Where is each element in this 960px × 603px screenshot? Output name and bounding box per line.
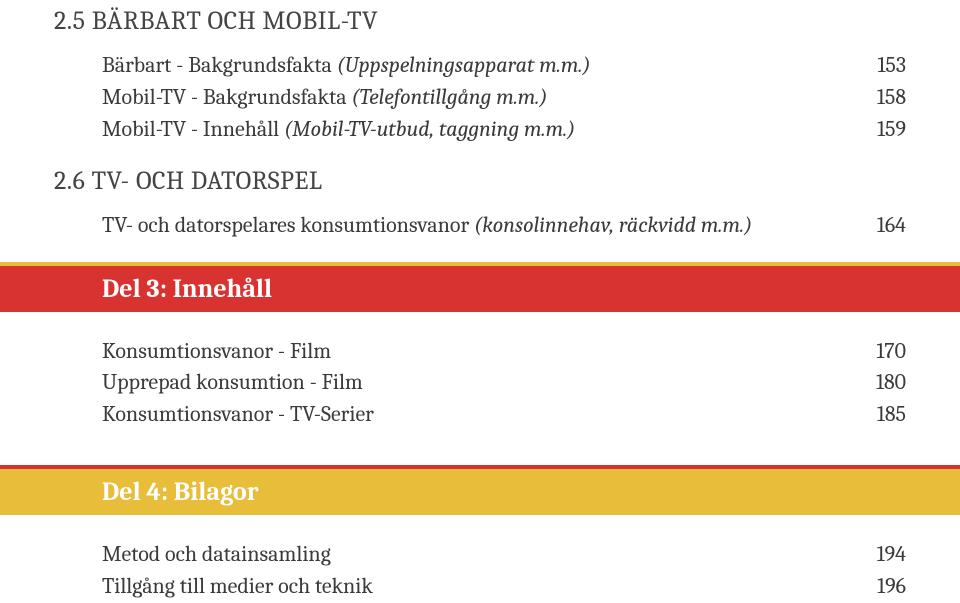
toc-label-main: Mobil-TV - Innehåll bbox=[102, 116, 284, 142]
toc-row: Tillgång till medier och teknik 196 bbox=[102, 571, 906, 603]
toc-label: TV- och datorspelares konsumtionsvanor (… bbox=[102, 210, 822, 242]
toc-row: Mobil-TV - Innehåll (Mobil-TV-utbud, tag… bbox=[102, 114, 906, 146]
spacer bbox=[54, 451, 906, 457]
toc-label: Upprepad konsumtion - Film bbox=[102, 367, 822, 399]
toc-row: Konsumtionsvanor - TV-Serier 185 bbox=[102, 399, 906, 431]
toc-label-main: Konsumtionsvanor - Film bbox=[102, 338, 331, 364]
toc-label-main: Mobil-TV - Bakgrundsfakta bbox=[102, 84, 351, 110]
toc-page-number: 170 bbox=[822, 336, 906, 368]
toc-page-number: 164 bbox=[822, 210, 906, 242]
toc-page-number: 180 bbox=[822, 367, 906, 399]
toc-row: Bärbart - Bakgrundsfakta (Uppspelningsap… bbox=[102, 50, 906, 82]
toc-label-main: Tillgång till medier och teknik bbox=[102, 573, 373, 599]
toc-label-main: TV- och datorspelares konsumtionsvanor bbox=[102, 212, 474, 238]
toc-label-main: Upprepad konsumtion - Film bbox=[102, 369, 363, 395]
toc-row: Mobil-TV - Bakgrundsfakta (Telefontillgå… bbox=[102, 82, 906, 114]
toc-label: Mobil-TV - Innehåll (Mobil-TV-utbud, tag… bbox=[102, 114, 822, 146]
toc-label: Metod och datainsamling bbox=[102, 539, 822, 571]
toc-row: Metod och datainsamling 194 bbox=[102, 539, 906, 571]
toc-page-number: 159 bbox=[822, 114, 906, 146]
part-3-bar: Del 3: Innehåll bbox=[0, 262, 960, 312]
toc-label-main: Metod och datainsamling bbox=[102, 541, 331, 567]
toc-label: Mobil-TV - Bakgrundsfakta (Telefontillgå… bbox=[102, 82, 822, 114]
toc-row: Upprepad konsumtion - Film 180 bbox=[102, 367, 906, 399]
toc-label-italic: (konsolinnehav, räckvidd m.m.) bbox=[474, 212, 752, 238]
toc-page-number: 194 bbox=[822, 539, 906, 571]
toc-row: TV- och datorspelares konsumtionsvanor (… bbox=[102, 210, 906, 242]
part-4-bar: Del 4: Bilagor bbox=[0, 465, 960, 515]
toc-page-number: 158 bbox=[822, 82, 906, 114]
toc-page-number: 196 bbox=[822, 571, 906, 603]
toc-label-italic: (Mobil-TV-utbud, taggning m.m.) bbox=[284, 116, 575, 142]
toc-block-2-5: Bärbart - Bakgrundsfakta (Uppspelningsap… bbox=[54, 50, 906, 146]
page-container: 2.5 BÄRBART OCH MOBIL-TV Bärbart - Bakgr… bbox=[0, 0, 960, 603]
toc-label: Konsumtionsvanor - TV-Serier bbox=[102, 399, 822, 431]
toc-block-2-6: TV- och datorspelares konsumtionsvanor (… bbox=[54, 210, 906, 242]
section-heading-2-5: 2.5 BÄRBART OCH MOBIL-TV bbox=[54, 6, 906, 36]
toc-label-main: Bärbart - Bakgrundsfakta bbox=[102, 52, 337, 78]
toc-label: Konsumtionsvanor - Film bbox=[102, 336, 822, 368]
toc-block-part-3: Konsumtionsvanor - Film 170 Upprepad kon… bbox=[54, 336, 906, 432]
toc-page-number: 185 bbox=[822, 399, 906, 431]
toc-block-part-4: Metod och datainsamling 194 Tillgång til… bbox=[54, 539, 906, 603]
toc-label-italic: (Uppspelningsapparat m.m.) bbox=[337, 52, 591, 78]
toc-label: Tillgång till medier och teknik bbox=[102, 571, 822, 603]
toc-row: Konsumtionsvanor - Film 170 bbox=[102, 336, 906, 368]
section-heading-2-6: 2.6 TV- OCH DATORSPEL bbox=[54, 166, 906, 196]
toc-label-main: Konsumtionsvanor - TV-Serier bbox=[102, 401, 374, 427]
toc-page-number: 153 bbox=[822, 50, 906, 82]
toc-label-italic: (Telefontillgång m.m.) bbox=[351, 84, 547, 110]
toc-label: Bärbart - Bakgrundsfakta (Uppspelningsap… bbox=[102, 50, 822, 82]
